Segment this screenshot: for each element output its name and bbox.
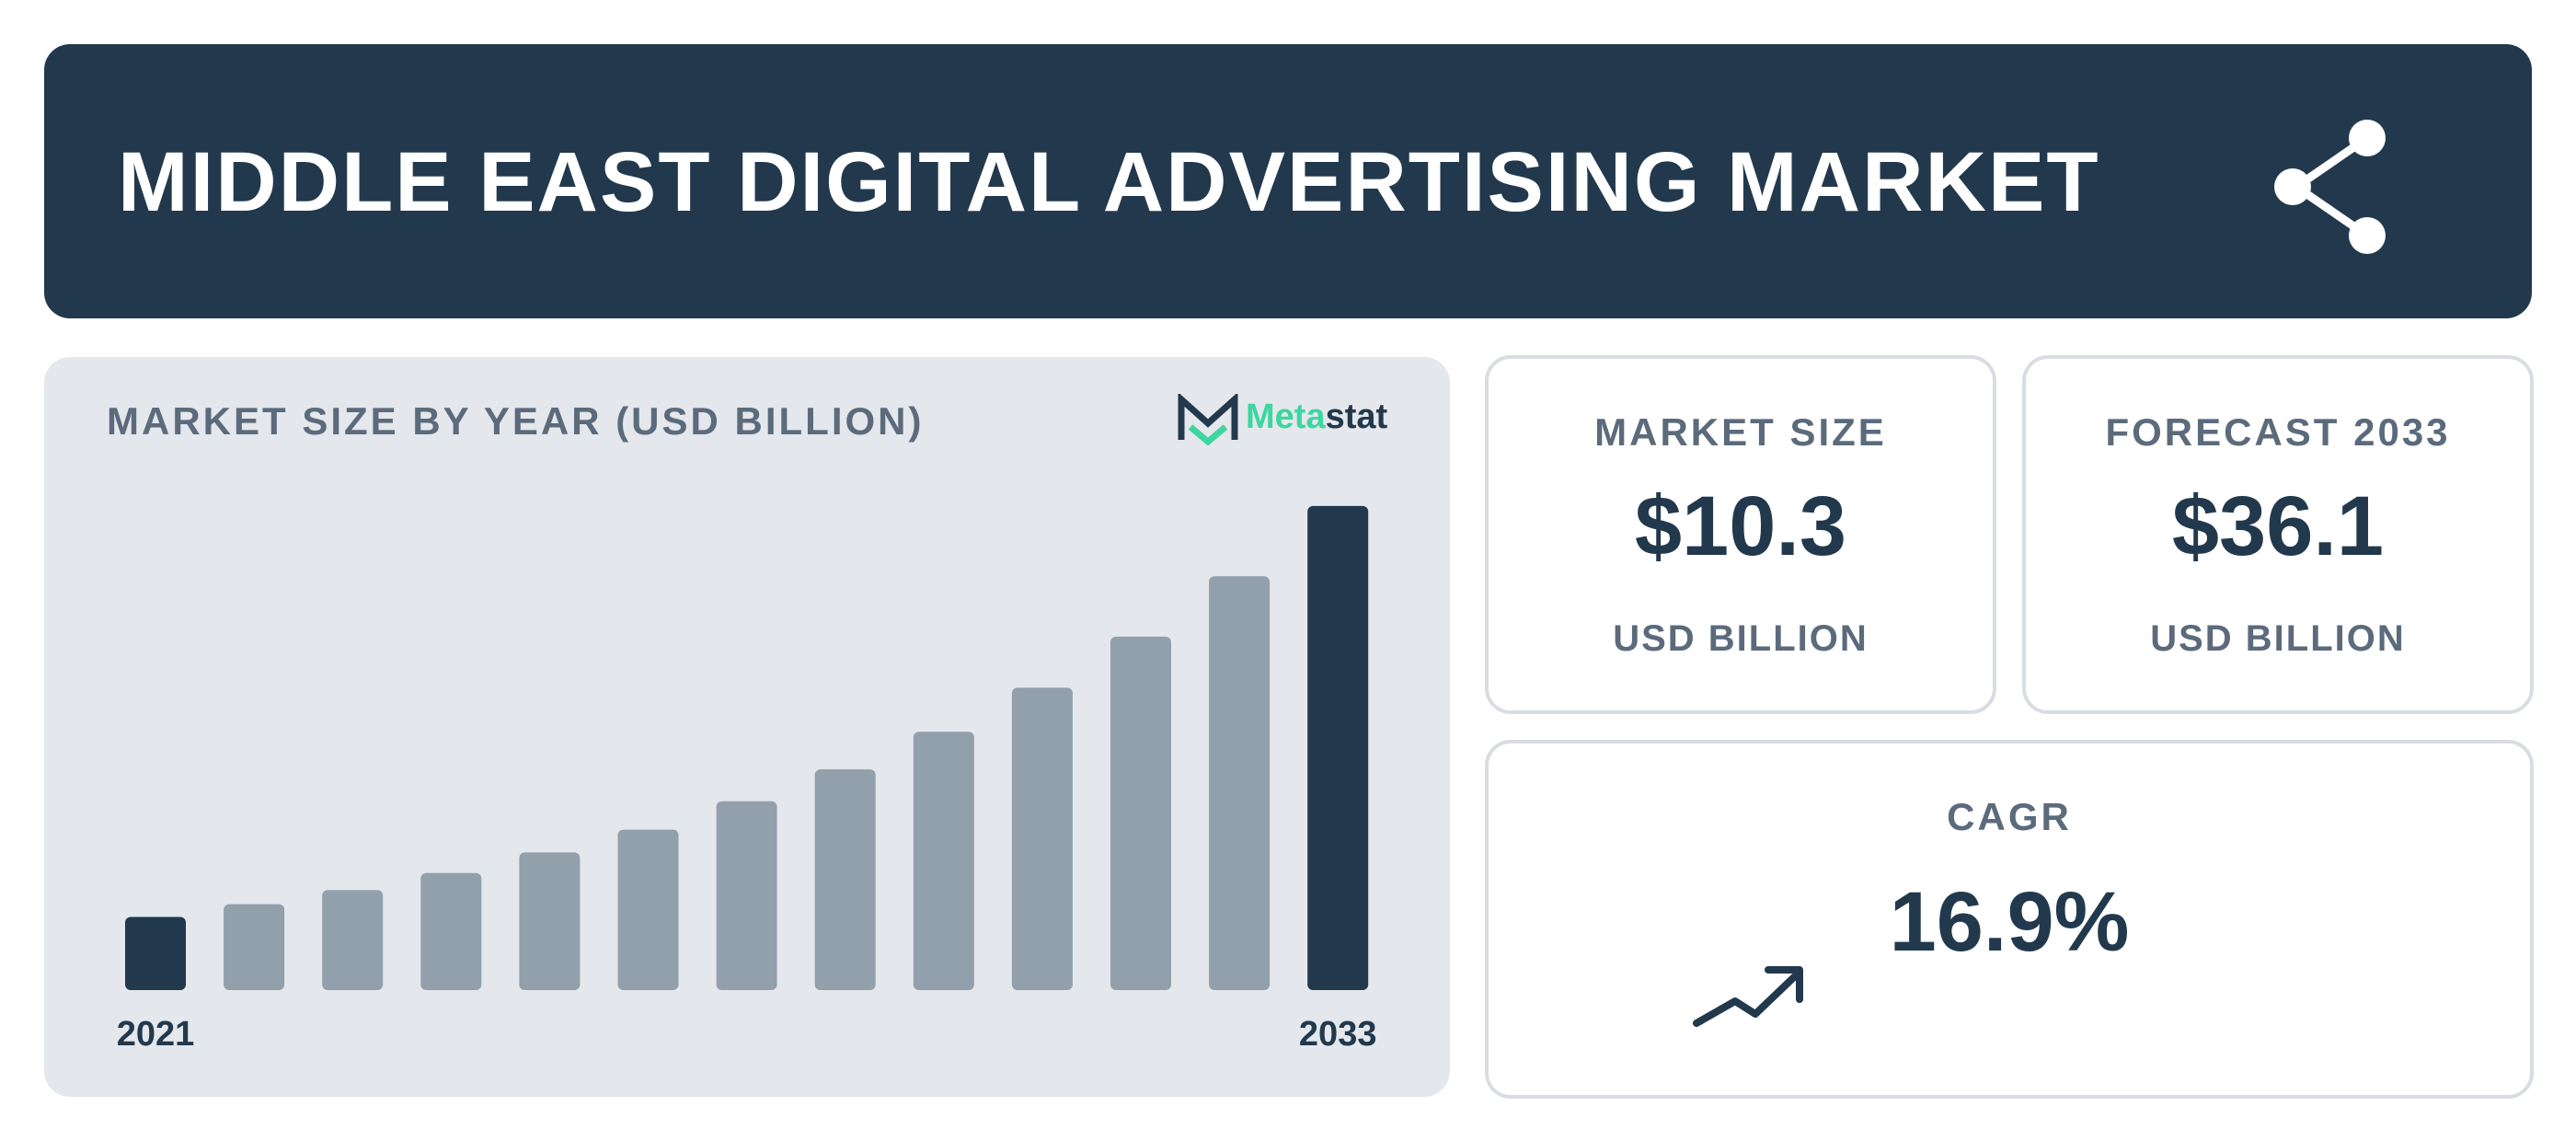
header-banner: MIDDLE EAST DIGITAL ADVERTISING MARKET: [44, 44, 2532, 318]
page-title: MIDDLE EAST DIGITAL ADVERTISING MARKET: [118, 135, 2100, 229]
bar-chart: 2021 2033: [117, 505, 1377, 1054]
logo-text-meta: Meta: [1246, 398, 1326, 436]
bar-2026: [617, 829, 679, 990]
bar-2028: [814, 769, 876, 990]
bar-2027: [716, 801, 777, 990]
forecast-unit: USD BILLION: [2150, 618, 2406, 659]
x-tick-label-2033: 2033: [1299, 1015, 1377, 1054]
bar-2032: [1209, 576, 1271, 990]
forecast-value: $36.1: [2171, 479, 2385, 573]
bar-2024: [420, 872, 482, 990]
market-size-unit: USD BILLION: [1613, 618, 1869, 659]
bar-2022: [224, 904, 285, 990]
bar-2025: [519, 852, 581, 990]
chart-panel: MARKET SIZE BY YEAR (USD BILLION) Metast…: [44, 357, 1450, 1097]
cagr-card: CAGR 16.9%: [1485, 740, 2534, 1099]
cagr-value: 16.9%: [1889, 875, 2130, 969]
market-size-label: MARKET SIZE: [1594, 410, 1887, 454]
bar-2021: [125, 916, 186, 990]
forecast-card: FORECAST 2033 $36.1 USD BILLION: [2022, 355, 2534, 714]
logo-wordmark: Metastat: [1246, 398, 1387, 437]
x-tick-label-2021: 2021: [117, 1015, 195, 1054]
bar-2023: [322, 890, 384, 990]
market-size-card: MARKET SIZE $10.3 USD BILLION: [1485, 355, 1996, 714]
chart-title: MARKET SIZE BY YEAR (USD BILLION): [107, 399, 925, 443]
forecast-label: FORECAST 2033: [2105, 410, 2451, 454]
market-size-value: $10.3: [1634, 479, 1847, 573]
cagr-label: CAGR: [1947, 795, 2072, 838]
trend-up-icon: [1693, 966, 1803, 1027]
bar-2033: [1307, 505, 1369, 990]
bar-2031: [1110, 636, 1171, 990]
metastat-logo: Metastat: [1178, 394, 1417, 449]
bar-2030: [1011, 687, 1073, 990]
share-icon[interactable]: [2271, 118, 2409, 256]
bar-2029: [913, 732, 974, 990]
logo-text-stat: stat: [1325, 398, 1388, 436]
metastat-logo-icon: [1178, 394, 1238, 445]
